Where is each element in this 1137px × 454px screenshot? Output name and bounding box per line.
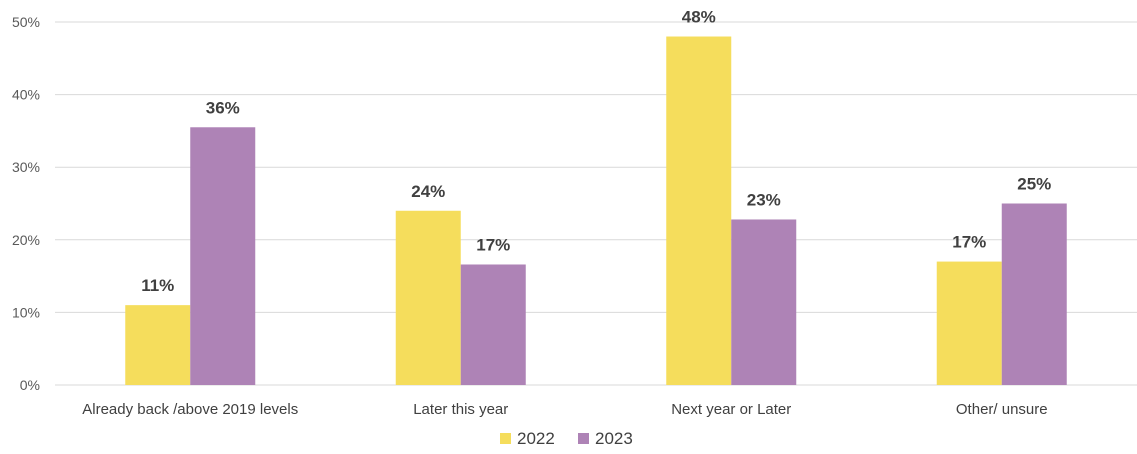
legend-label: 2023 — [595, 429, 633, 448]
data-label: 25% — [1017, 175, 1051, 194]
bar-2022 — [936, 261, 1002, 385]
x-category-label: Already back /above 2019 levels — [82, 401, 298, 418]
data-label: 48% — [682, 8, 716, 27]
bar-2022 — [666, 36, 732, 386]
bar-2023 — [460, 264, 526, 385]
data-labels: 11% 36% 24% 17% 48% 23% 17% 25% — [141, 8, 1051, 296]
bar-2022 — [395, 210, 461, 385]
y-tick-label: 50% — [12, 14, 40, 30]
y-tick-label: 30% — [12, 159, 40, 175]
y-tick-label: 20% — [12, 232, 40, 248]
y-tick-label: 10% — [12, 304, 40, 320]
data-label: 11% — [141, 276, 174, 295]
bar-2023 — [731, 219, 797, 385]
data-label: 23% — [747, 190, 781, 209]
data-label: 36% — [206, 98, 240, 117]
bar-2023 — [190, 127, 256, 386]
legend: 2022 2023 — [500, 429, 633, 448]
legend-swatch-2023 — [578, 433, 589, 444]
x-category-label: Later this year — [413, 401, 508, 418]
bar-2023 — [1001, 203, 1067, 385]
bars — [125, 36, 1067, 386]
data-label: 17% — [952, 233, 986, 252]
bar-2022 — [125, 305, 191, 385]
data-label: 17% — [476, 235, 510, 254]
y-tick-label: 40% — [12, 87, 40, 103]
y-tick-label: 0% — [20, 377, 40, 393]
y-axis-ticks: 0% 10% 20% 30% 40% 50% — [12, 14, 40, 393]
data-label: 24% — [411, 182, 445, 201]
legend-swatch-2022 — [500, 433, 511, 444]
x-category-label: Other/ unsure — [956, 401, 1048, 418]
x-category-label: Next year or Later — [671, 401, 791, 418]
legend-label: 2022 — [517, 429, 555, 448]
x-axis-categories: Already back /above 2019 levels Later thi… — [82, 401, 1047, 418]
